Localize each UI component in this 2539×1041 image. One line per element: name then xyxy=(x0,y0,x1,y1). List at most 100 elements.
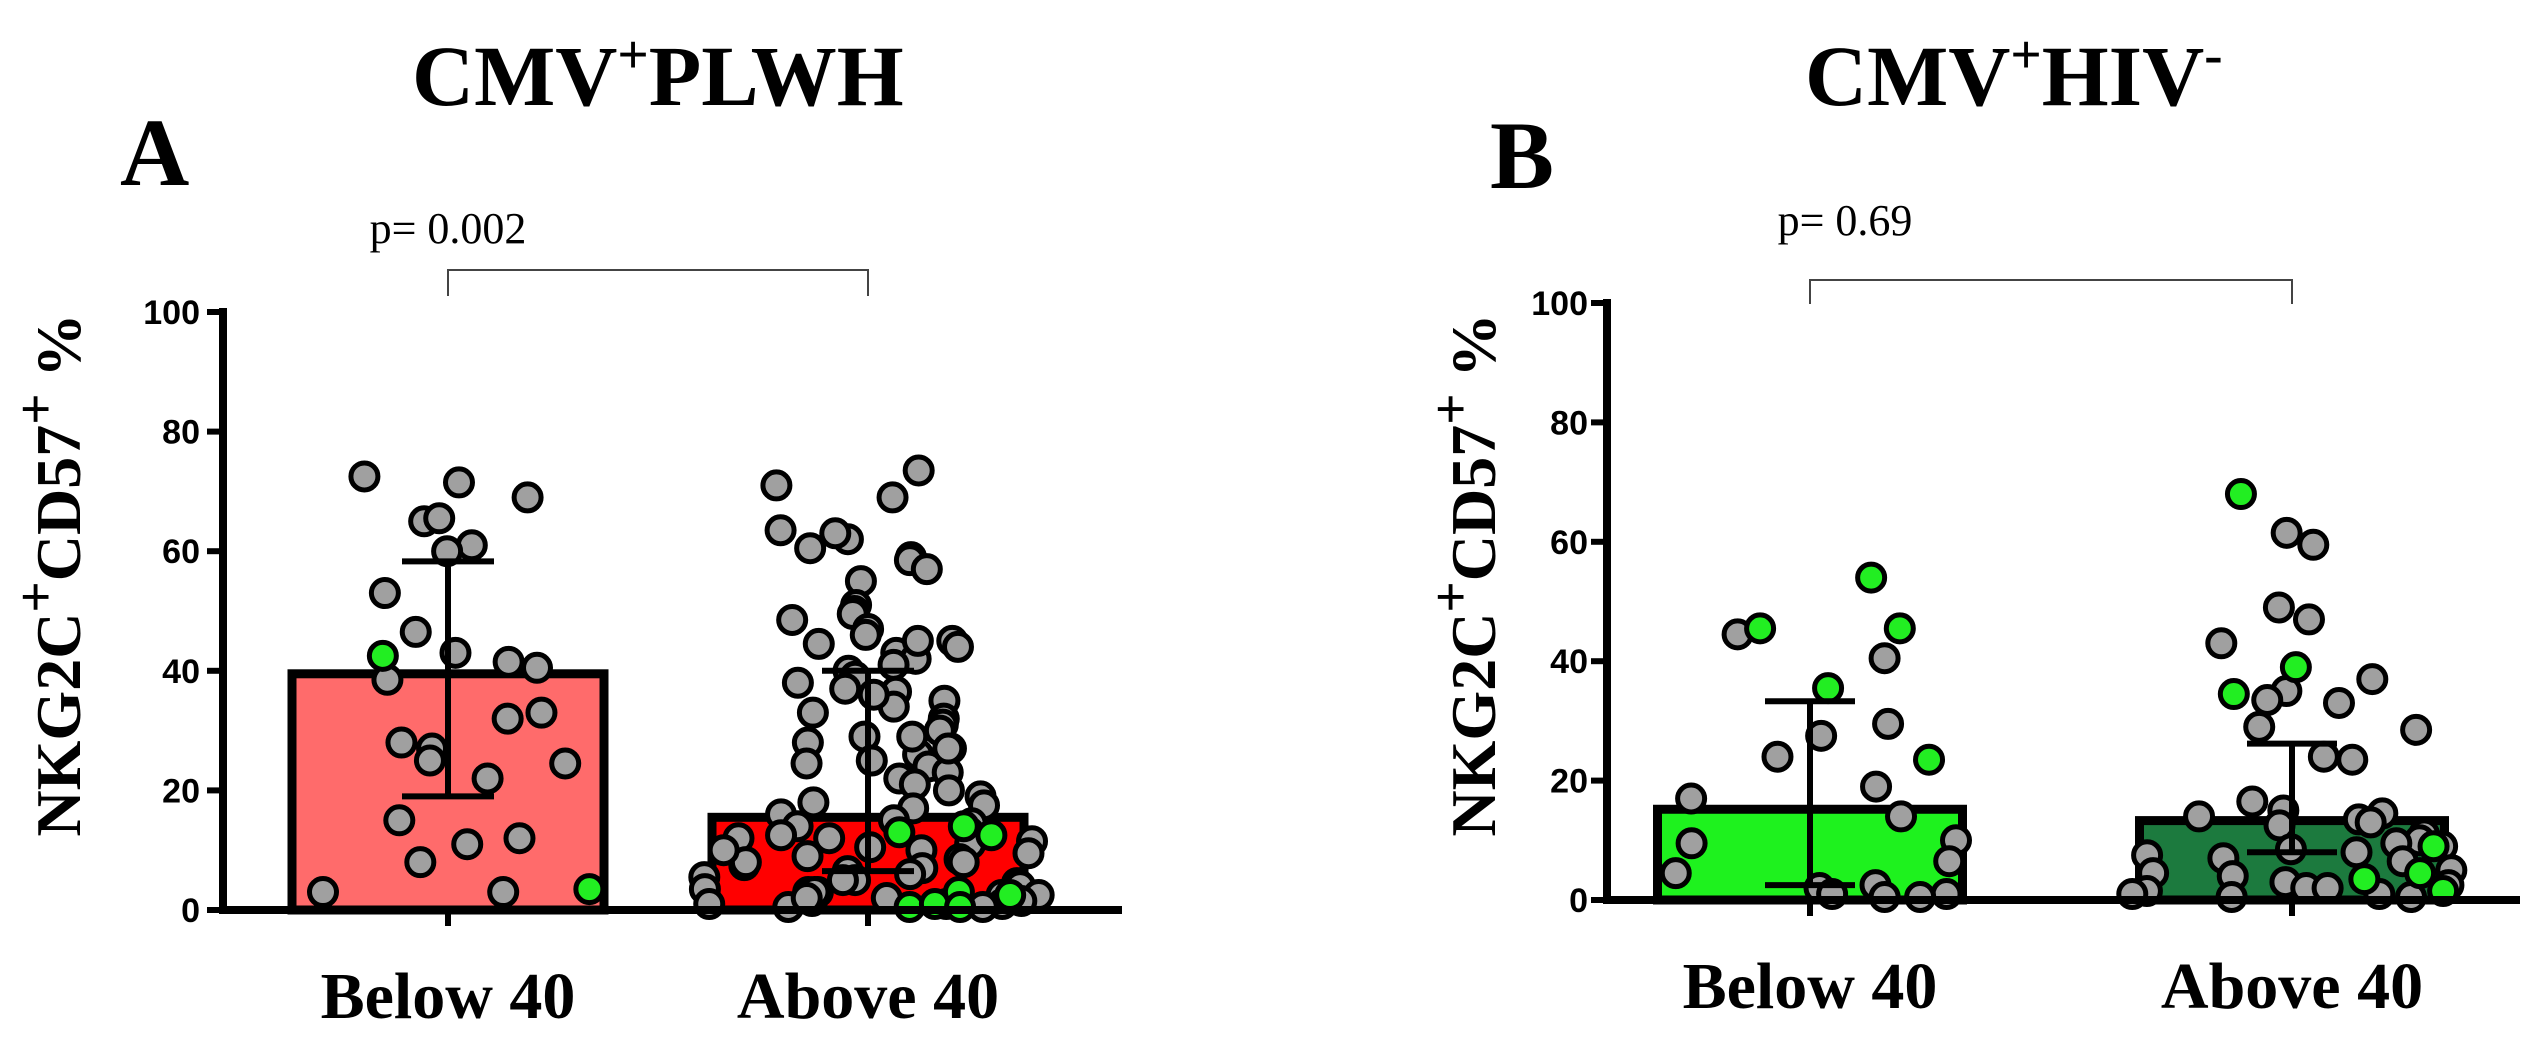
data-point xyxy=(487,876,520,909)
x-tick-label: Below 40 xyxy=(321,960,576,1033)
y-tick-label: 0 xyxy=(181,892,200,930)
data-point-green xyxy=(573,873,606,906)
data-point xyxy=(781,666,814,699)
data-point xyxy=(947,846,980,879)
data-point xyxy=(1659,857,1692,890)
data-point xyxy=(764,514,797,547)
data-point xyxy=(901,624,934,657)
data-point xyxy=(1675,827,1708,860)
data-point xyxy=(2251,684,2284,717)
y-tick-label: 20 xyxy=(162,772,200,810)
data-point xyxy=(2340,836,2373,869)
data-point xyxy=(442,466,475,499)
data-point xyxy=(829,672,862,705)
data-point xyxy=(2262,591,2295,624)
data-point xyxy=(849,618,882,651)
plot-area-b: 0 20 40 60 80 100 Below 40 Above 40 xyxy=(1531,279,2520,1023)
data-point xyxy=(1761,740,1794,773)
y-tick-label: 40 xyxy=(1550,643,1588,681)
data-point xyxy=(790,747,823,780)
data-point xyxy=(855,744,888,777)
data-point-green xyxy=(994,879,1027,912)
data-point xyxy=(2307,740,2340,773)
data-point xyxy=(503,822,536,855)
data-point xyxy=(796,696,829,729)
data-point xyxy=(2205,627,2238,660)
data-point-green xyxy=(1812,672,1845,705)
data-point xyxy=(707,834,740,867)
data-point-green xyxy=(2417,830,2450,863)
data-point xyxy=(2400,713,2433,746)
data-point-green xyxy=(2404,857,2437,890)
y-tick-label: 80 xyxy=(1550,404,1588,442)
data-point xyxy=(511,481,544,514)
data-point xyxy=(404,846,437,879)
data-point xyxy=(1885,800,1918,833)
x-tick-label: Above 40 xyxy=(2161,950,2423,1023)
data-point-green xyxy=(2348,863,2381,896)
data-point xyxy=(857,678,890,711)
data-point xyxy=(1933,845,1966,878)
data-point-green xyxy=(975,819,1008,852)
y-tick-label: 40 xyxy=(162,653,200,691)
data-point xyxy=(932,774,965,807)
significance-bracket xyxy=(447,269,869,296)
data-point-green xyxy=(1855,561,1888,594)
y-tick-label: 100 xyxy=(1531,285,1588,323)
y-tick-label: 60 xyxy=(1550,524,1588,562)
data-point-green xyxy=(2224,478,2257,511)
panel-title-b: CMV+HIV- xyxy=(1805,24,2223,124)
data-point xyxy=(525,696,558,729)
data-point xyxy=(760,469,793,502)
data-point xyxy=(902,454,935,487)
y-tick-label: 0 xyxy=(1569,882,1588,920)
x-tick-label: Above 40 xyxy=(737,960,999,1033)
data-point-green xyxy=(1913,743,1946,776)
x-tick-label: Below 40 xyxy=(1683,950,1938,1023)
data-point xyxy=(765,819,798,852)
data-point-green xyxy=(2279,651,2312,684)
data-point xyxy=(2243,710,2276,743)
data-point xyxy=(521,651,554,684)
data-point xyxy=(941,630,974,663)
data-point-green xyxy=(947,810,980,843)
data-point xyxy=(2236,785,2269,818)
data-point xyxy=(896,720,929,753)
data-point xyxy=(385,726,418,759)
data-point-green xyxy=(1883,612,1916,645)
data-point xyxy=(423,502,456,535)
data-point xyxy=(819,517,852,550)
data-point xyxy=(797,786,830,819)
panel-title-a: CMV+PLWH xyxy=(412,24,904,124)
data-point xyxy=(2297,528,2330,561)
panel-a: A CMV+PLWH NKG2C+CD57+ % 0 20 40 60 80 100 Bel… xyxy=(5,24,1122,1033)
y-axis-label-b: NKG2C+CD57+ % xyxy=(1420,313,1509,836)
data-point xyxy=(348,460,381,493)
panel-b: B CMV+HIV- NKG2C+CD57+ % 0 20 40 60 80 100 Bel… xyxy=(1420,24,2520,1023)
data-point xyxy=(368,577,401,610)
data-point xyxy=(794,532,827,565)
data-point xyxy=(383,804,416,837)
data-point xyxy=(910,553,943,586)
significance-bracket xyxy=(1809,279,2293,304)
data-point xyxy=(2354,806,2387,839)
data-point xyxy=(471,762,504,795)
data-point xyxy=(2336,743,2369,776)
data-point xyxy=(549,747,582,780)
panel-letter-a: A xyxy=(120,99,189,206)
p-value-b: p= 0.69 xyxy=(1778,196,1913,245)
data-point xyxy=(1872,707,1905,740)
data-point xyxy=(932,732,965,765)
data-point xyxy=(2183,800,2216,833)
data-point-green xyxy=(2217,678,2250,711)
data-point xyxy=(1675,782,1708,815)
panel-letter-b: B xyxy=(1490,102,1554,209)
data-point-green xyxy=(366,639,399,672)
plot-area-a: 0 20 40 60 80 100 Below 40 Above 40 xyxy=(143,269,1122,1033)
data-point xyxy=(813,822,846,855)
data-point xyxy=(399,615,432,648)
data-point xyxy=(1868,642,1901,675)
data-point xyxy=(2270,516,2303,549)
data-point xyxy=(2356,663,2389,696)
data-point xyxy=(491,702,524,735)
